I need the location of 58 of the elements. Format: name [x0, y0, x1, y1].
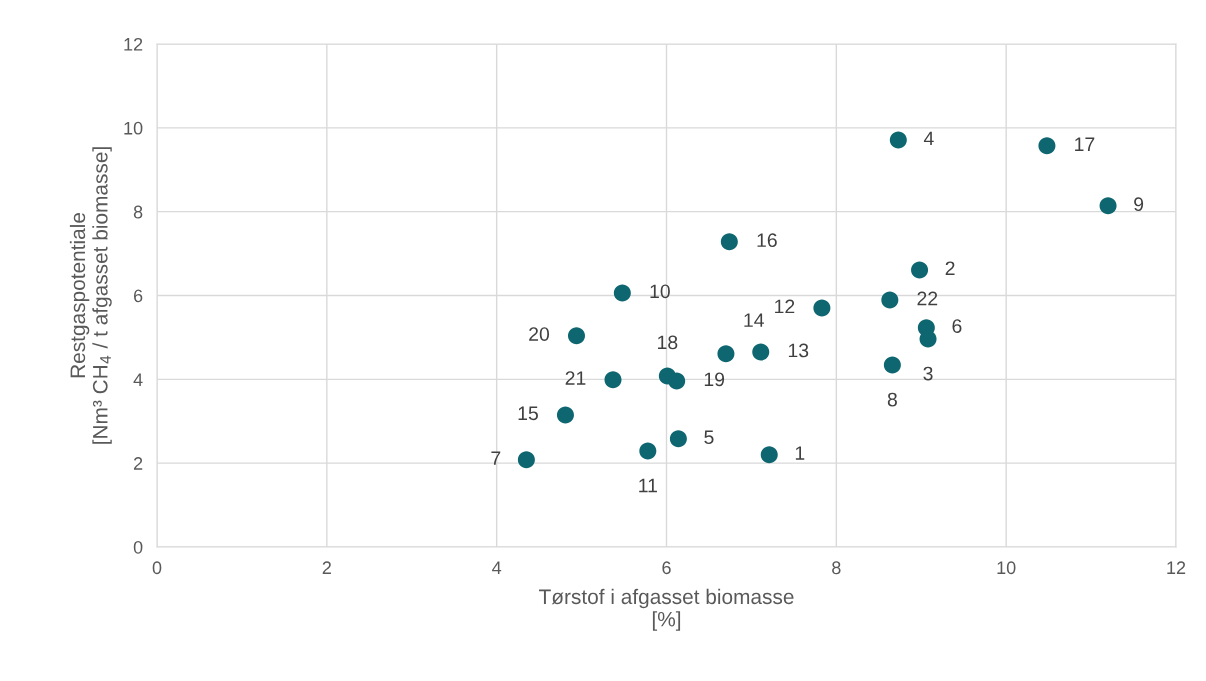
annotation: 7	[491, 451, 501, 465]
annotation: 6	[952, 319, 962, 333]
annotation: 2	[945, 261, 955, 275]
x-axis-title: Tørstof i afgasset biomasse [%]	[539, 588, 794, 631]
point	[669, 430, 687, 448]
x-tick-label: 2	[322, 561, 331, 574]
y-tick-label: 0	[133, 540, 143, 554]
point	[919, 330, 937, 348]
annotation: 16	[757, 233, 777, 248]
point	[556, 406, 574, 424]
annotation: 14	[744, 313, 764, 327]
annotation: 20	[529, 327, 550, 341]
annotation: 3	[923, 366, 933, 381]
point	[813, 299, 831, 317]
y-tick-label: 12	[124, 37, 143, 51]
point	[760, 446, 778, 464]
annotation: 8	[887, 392, 897, 407]
point	[881, 291, 899, 309]
y-tick-label: 8	[133, 205, 143, 219]
annotation: 17	[1075, 137, 1095, 151]
annotation: 19	[704, 372, 725, 387]
y-axis-title: Restgaspotentiale [Nm³ CH$_{4}$ / t afgasset biomasse]	[69, 147, 112, 444]
point	[517, 451, 535, 469]
annotation: 5	[704, 430, 714, 445]
annotation: 11	[639, 478, 657, 493]
x-tick-label: 6	[662, 561, 671, 575]
point	[613, 284, 631, 302]
point	[639, 442, 657, 460]
annotation: 13	[788, 343, 809, 358]
y-tick-label: 6	[133, 289, 143, 303]
x-tick-label: 8	[832, 561, 841, 575]
point	[1099, 197, 1117, 215]
y-tick-label: 10	[124, 121, 143, 135]
point	[1038, 137, 1056, 155]
y-tick-label: 4	[133, 373, 143, 386]
point	[717, 345, 735, 363]
point	[883, 356, 901, 374]
annotation: 21	[565, 371, 586, 385]
x-tick-label: 10	[997, 561, 1016, 575]
x-tick-label: 4	[492, 561, 502, 574]
annotation: 10	[650, 284, 670, 299]
x-tick-label: 0	[152, 561, 162, 575]
annotation: 18	[658, 335, 678, 350]
point	[889, 131, 907, 149]
x-tick-label: 12	[1167, 561, 1186, 574]
point	[668, 372, 686, 390]
annotation: 15	[518, 406, 538, 421]
point	[911, 261, 929, 279]
point	[752, 343, 770, 361]
point	[604, 371, 622, 389]
point	[720, 233, 738, 251]
annotation: 1	[795, 446, 805, 460]
annotation: 12	[775, 299, 795, 314]
annotation: 4	[923, 131, 934, 146]
annotation: 9	[1134, 197, 1144, 212]
annotation: 22	[917, 291, 938, 306]
point	[567, 327, 585, 345]
y-tick-label: 2	[133, 457, 143, 470]
